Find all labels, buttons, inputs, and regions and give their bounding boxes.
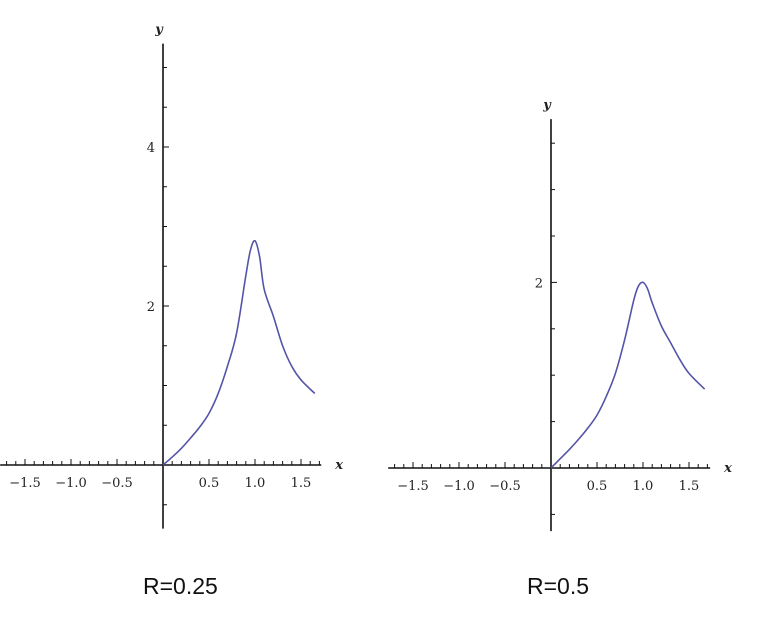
x-tick-label: −0.5: [101, 476, 133, 491]
x-tick-label: 1.5: [679, 479, 700, 494]
x-tick-label: 0.5: [587, 479, 608, 494]
series-line: [550, 281, 706, 469]
y-tick-label: 2: [535, 276, 543, 291]
caption-right: R=0.5: [527, 573, 590, 599]
y-tick-label: 2: [147, 300, 155, 315]
x-tick-label: −1.5: [9, 476, 41, 491]
y-axis-label: y: [542, 98, 552, 113]
x-tick-label: −0.5: [489, 479, 521, 494]
x-tick-label: 1.5: [291, 476, 312, 491]
x-tick-label: −1.0: [443, 479, 475, 494]
x-axis-label: x: [723, 461, 732, 476]
x-tick-label: 0.5: [199, 476, 220, 491]
plot-0: −1.5 −1.0 −0.5 0.5 1.0 1.5 2 4 x y: [0, 23, 343, 529]
x-tick-label: −1.0: [55, 476, 87, 491]
y-axis-label: y: [154, 23, 164, 38]
x-tick-label: 1.0: [633, 479, 654, 494]
caption-left: R=0.25: [143, 573, 218, 599]
plot-1: −1.5 −1.0 −0.5 0.5 1.0 1.5 2 x y: [388, 98, 732, 532]
y-tick-label: 4: [147, 141, 155, 156]
x-tick-label: −1.5: [397, 479, 429, 494]
x-tick-label: 1.0: [245, 476, 266, 491]
x-axis-label: x: [334, 458, 343, 473]
series-line: [162, 239, 316, 466]
